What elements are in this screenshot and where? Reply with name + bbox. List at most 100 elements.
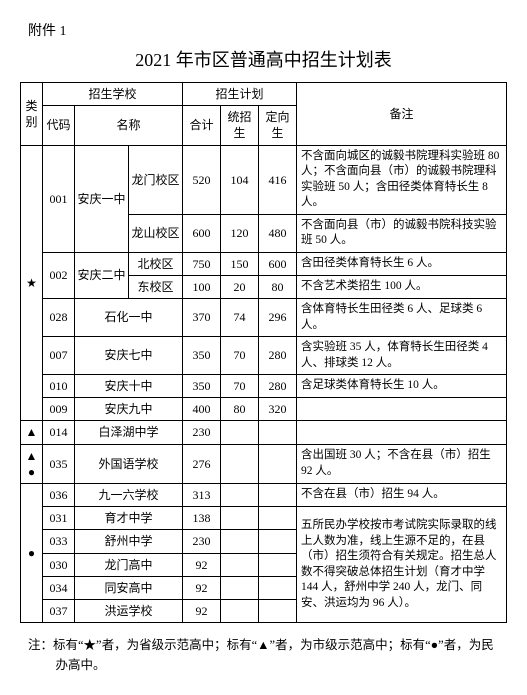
cell-d: 280 xyxy=(259,337,297,375)
cell-code: 037 xyxy=(43,599,75,622)
cell-u: 74 xyxy=(221,299,259,337)
cell-total: 750 xyxy=(183,252,221,275)
table-row: ★ 001 安庆一中 龙门校区 520 104 416 不含面向城区的诚毅书院理… xyxy=(21,145,507,214)
table-row: 028 石化一中 370 74 296 含体育特长生田径类 6 人、足球类 6 … xyxy=(21,299,507,337)
cell-d xyxy=(259,576,297,599)
cell-total: 100 xyxy=(183,275,221,298)
table-header-row: 类别 招生学校 招生计划 备注 xyxy=(21,83,507,106)
cell-total: 313 xyxy=(183,484,221,507)
table-row: 031 育才中学 138 五所民办学校按市考试院实际录取的线上人数为准，线上生源… xyxy=(21,507,507,530)
cell-u xyxy=(221,553,259,576)
cell-d: 600 xyxy=(259,252,297,275)
cell-d: 296 xyxy=(259,299,297,337)
cell-remark: 不含在县（市）招生 94 人。 xyxy=(297,484,507,507)
table-row: ● 036 九一六学校 313 不含在县（市）招生 94 人。 xyxy=(21,484,507,507)
cell-u: 80 xyxy=(221,398,259,421)
page-title: 2021 年市区普通高中招生计划表 xyxy=(20,46,507,72)
col-total: 合计 xyxy=(183,106,221,145)
cell-total: 138 xyxy=(183,507,221,530)
cell-remark: 五所民办学校按市考试院实际录取的线上人数为准，线上生源不足的，在县（市）招生须符… xyxy=(297,507,507,623)
cell-d xyxy=(259,599,297,622)
cell-remark: 不含艺术类招生 100 人。 xyxy=(297,275,507,298)
cell-d: 416 xyxy=(259,145,297,214)
cell-total: 350 xyxy=(183,337,221,375)
cell-d: 320 xyxy=(259,398,297,421)
cell-total: 92 xyxy=(183,576,221,599)
cell-d: 480 xyxy=(259,214,297,252)
cell-u xyxy=(221,507,259,530)
cell-d xyxy=(259,530,297,553)
cell-u: 20 xyxy=(221,275,259,298)
cell-u xyxy=(221,484,259,507)
table-row: 007 安庆七中 350 70 280 含实验班 35 人，体育特长生田径类 4… xyxy=(21,337,507,375)
cell-name: 安庆二中 xyxy=(75,252,129,298)
cell-total: 92 xyxy=(183,553,221,576)
cell-d xyxy=(259,421,297,444)
cell-name: 龙门高中 xyxy=(75,553,183,576)
cell-sub: 龙山校区 xyxy=(129,214,183,252)
cell-d: 280 xyxy=(259,375,297,398)
cell-name: 安庆九中 xyxy=(75,398,183,421)
cell-name: 安庆一中 xyxy=(75,145,129,252)
cell-remark: 不含面向县（市）的诚毅书院科技实验班 50 人。 xyxy=(297,214,507,252)
table-row: ▲ 014 白泽湖中学 230 xyxy=(21,421,507,444)
cell-code: 033 xyxy=(43,530,75,553)
cell-sub: 北校区 xyxy=(129,252,183,275)
category-mark: ● xyxy=(21,484,43,623)
category-mark: ★ xyxy=(21,145,43,421)
cell-remark: 不含面向城区的诚毅书院理科实验班 80 人；不含面向县（市）的诚毅书院理科实验班… xyxy=(297,145,507,214)
mark-circle: ● xyxy=(28,465,35,479)
cell-code: 014 xyxy=(43,421,75,444)
cell-remark: 含出国班 30 人；不含在县（市）招生 92 人。 xyxy=(297,444,507,483)
cell-u: 70 xyxy=(221,375,259,398)
col-directed: 定向生 xyxy=(259,106,297,145)
cell-total: 92 xyxy=(183,599,221,622)
col-category: 类别 xyxy=(25,99,37,129)
cell-code: 031 xyxy=(43,507,75,530)
cell-d xyxy=(259,553,297,576)
cell-d xyxy=(259,444,297,483)
cell-code: 001 xyxy=(43,145,75,252)
cell-u xyxy=(221,599,259,622)
cell-name: 舒州中学 xyxy=(75,530,183,553)
cell-total: 230 xyxy=(183,530,221,553)
cell-total: 350 xyxy=(183,375,221,398)
cell-u xyxy=(221,530,259,553)
cell-code: 002 xyxy=(43,252,75,298)
table-row: 010 安庆十中 350 70 280 含足球类体育特长生 10 人。 xyxy=(21,375,507,398)
col-name: 名称 xyxy=(75,106,183,145)
footnote: 注：标有“★”者，为省级示范高中；标有“▲”者，为市级示范高中；标有“●”者，为… xyxy=(28,635,499,675)
cell-sub: 东校区 xyxy=(129,275,183,298)
cell-u xyxy=(221,444,259,483)
cell-total: 520 xyxy=(183,145,221,214)
cell-d: 80 xyxy=(259,275,297,298)
category-mark: ▲ xyxy=(21,421,43,444)
cell-u xyxy=(221,421,259,444)
cell-name: 石化一中 xyxy=(75,299,183,337)
cell-name: 白泽湖中学 xyxy=(75,421,183,444)
cell-code: 030 xyxy=(43,553,75,576)
table-row: 002 安庆二中 北校区 750 150 600 含田径类体育特长生 6 人。 xyxy=(21,252,507,275)
cell-name: 安庆七中 xyxy=(75,337,183,375)
cell-total: 400 xyxy=(183,398,221,421)
cell-remark: 含足球类体育特长生 10 人。 xyxy=(297,375,507,398)
col-code: 代码 xyxy=(43,106,75,145)
cell-d xyxy=(259,484,297,507)
cell-remark: 含田径类体育特长生 6 人。 xyxy=(297,252,507,275)
cell-code: 028 xyxy=(43,299,75,337)
cell-u: 120 xyxy=(221,214,259,252)
cell-code: 036 xyxy=(43,484,75,507)
cell-name: 九一六学校 xyxy=(75,484,183,507)
cell-total: 370 xyxy=(183,299,221,337)
cell-code: 035 xyxy=(43,444,75,483)
col-school: 招生学校 xyxy=(43,83,183,106)
cell-remark xyxy=(297,398,507,421)
table-row: ▲ ● 035 外国语学校 276 含出国班 30 人；不含在县（市）招生 92… xyxy=(21,444,507,483)
cell-u xyxy=(221,576,259,599)
cell-code: 010 xyxy=(43,375,75,398)
enrollment-table: 类别 招生学校 招生计划 备注 代码 名称 合计 统招生 定向生 ★ 001 安… xyxy=(20,82,507,623)
cell-sub: 龙门校区 xyxy=(129,145,183,214)
cell-d xyxy=(259,507,297,530)
cell-name: 洪运学校 xyxy=(75,599,183,622)
cell-code: 009 xyxy=(43,398,75,421)
